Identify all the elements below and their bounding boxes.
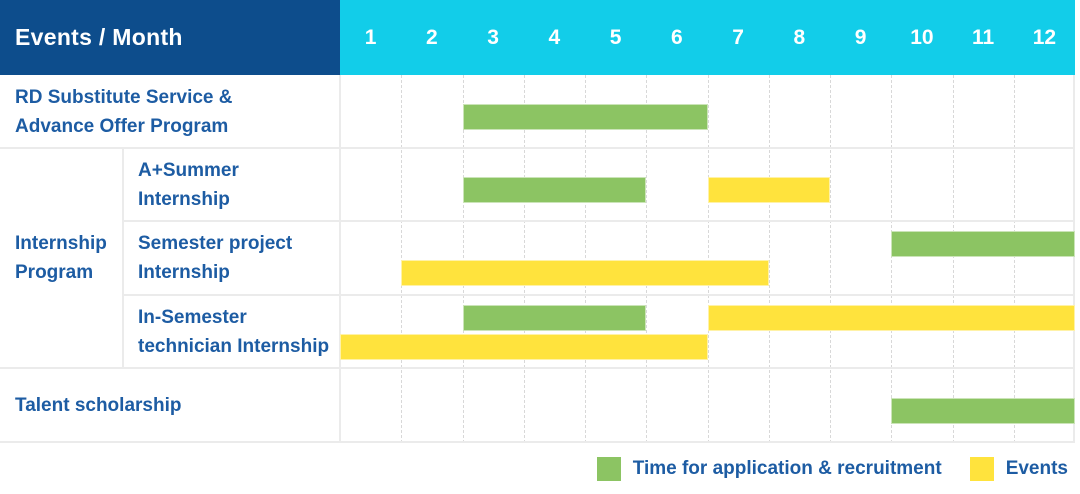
group-label-internship-program: Internship Program xyxy=(0,148,122,368)
legend: Time for application & recruitment Event… xyxy=(596,453,1068,485)
month-label-3: 3 xyxy=(487,25,499,49)
month-gridline xyxy=(952,75,954,443)
month-gridline xyxy=(462,75,464,443)
gantt-bar-events-m7-m12 xyxy=(707,305,1075,331)
gantt-bar-events-m1-m6 xyxy=(340,334,708,360)
row-label-0: RD Substitute Service & Advance Offer Pro… xyxy=(0,75,340,148)
month-label-2: 2 xyxy=(426,25,438,49)
month-gridline xyxy=(523,75,525,443)
subcolumn-border xyxy=(122,148,124,368)
month-label-8: 8 xyxy=(793,25,806,49)
month-gridline xyxy=(707,75,709,443)
row-label-2: Semester project Internship xyxy=(123,221,340,295)
gantt-bar-application-m3-m5 xyxy=(462,305,647,331)
row-label-line: Internship xyxy=(138,188,230,210)
row-label-1: A+Summer Internship xyxy=(123,148,340,221)
month-label-6: 6 xyxy=(671,25,683,49)
month-label-5: 5 xyxy=(609,25,622,49)
row-border xyxy=(0,367,1075,369)
row-border xyxy=(0,147,1075,149)
row-label-4: Talent scholarship xyxy=(0,368,340,443)
row-label-line: Advance Offer Program xyxy=(15,115,229,137)
month-gridline xyxy=(830,75,831,443)
row-label-line: RD Substitute Service & xyxy=(15,86,233,108)
row-label-line: Talent scholarship xyxy=(15,395,182,416)
month-label-11: 11 xyxy=(972,25,995,49)
gantt-bar-application-m3-m5 xyxy=(462,177,647,203)
table-bottom-border xyxy=(0,441,1075,443)
gantt-bar-events-m2-m7 xyxy=(401,260,769,286)
month-label-9: 9 xyxy=(854,25,867,49)
month-label-4: 4 xyxy=(548,25,561,49)
month-label-1: 1 xyxy=(364,25,377,49)
month-gridline xyxy=(401,75,403,443)
table-title: Events / Month xyxy=(15,24,183,50)
gantt-bar-application-m10-m12 xyxy=(891,398,1075,424)
gantt-bar-application-m3-m6 xyxy=(462,104,708,130)
month-label-10: 10 xyxy=(910,25,934,49)
month-header-row: 1 2 3 4 5 6 7 8 9 10 11 12 xyxy=(340,0,1075,75)
month-gridline xyxy=(768,75,770,443)
row-border xyxy=(122,294,1075,296)
gantt-body: Internship Program RD Substitute Service &… xyxy=(0,75,1075,443)
table-right-border xyxy=(1073,75,1075,443)
month-label-12: 12 xyxy=(1032,25,1057,49)
gantt-bar-events-m7-m8 xyxy=(707,177,830,203)
row-border xyxy=(122,220,1075,222)
legend-label-application: Time for application & recruitment xyxy=(632,458,942,479)
month-gridline xyxy=(585,75,586,443)
month-gridline xyxy=(891,75,893,443)
month-gridline xyxy=(1013,75,1015,443)
row-label-line: In-Semester xyxy=(138,306,247,328)
row-label-line: Internship xyxy=(138,262,230,283)
legend-swatch-events-yellow xyxy=(969,457,994,481)
legend-swatch-application-green xyxy=(596,457,621,481)
column-border xyxy=(339,75,341,443)
row-label-line: technician Internship xyxy=(138,335,330,357)
row-label-line: A+Summer xyxy=(138,159,239,181)
group-label-line: Internship xyxy=(15,233,107,254)
events-month-header-cell: Events / Month xyxy=(0,0,340,75)
group-label-line: Program xyxy=(15,262,94,283)
month-label-7: 7 xyxy=(732,25,744,49)
row-label-line: Semester project xyxy=(138,233,293,254)
row-label-3: In-Semester technician Internship xyxy=(123,295,340,368)
gantt-bar-application-m10-m12 xyxy=(891,231,1075,257)
month-gridline xyxy=(646,75,648,443)
legend-label-events: Events xyxy=(1005,458,1068,479)
